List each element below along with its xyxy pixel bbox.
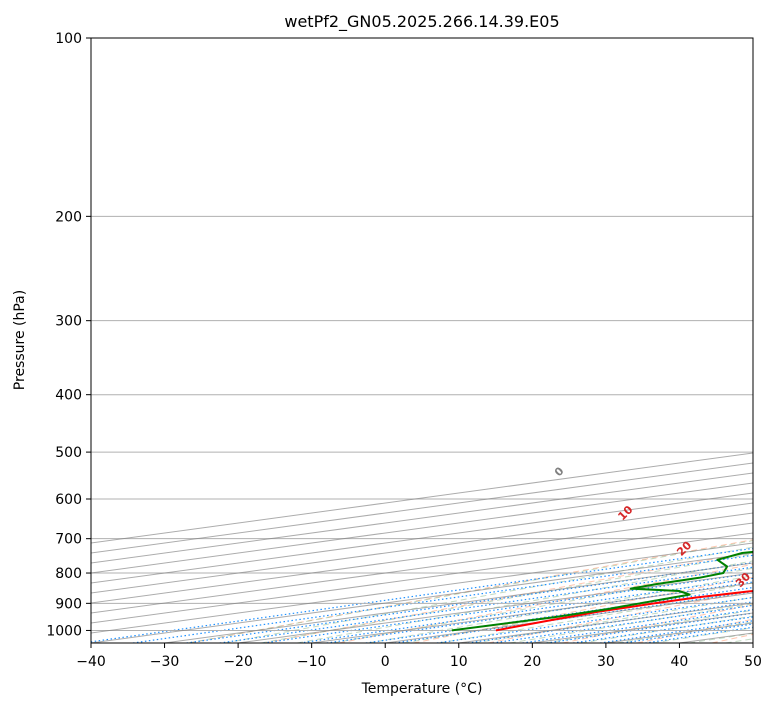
moist-adiabat-label: 10 [615, 503, 635, 523]
moist-adiabat-line [438, 589, 753, 643]
moist-adiabat-line [545, 609, 753, 643]
isotherm-line [532, 612, 753, 643]
y-tick-label: 500 [55, 445, 82, 461]
y-axis-ticks: 100 200 300 400 500 600 700 800 900 1000 [46, 31, 91, 639]
moist-adiabat-line [689, 632, 753, 643]
isotherm-line [458, 602, 753, 643]
y-axis-label: Pressure (hPa) [12, 290, 28, 390]
dry-adiabat-line [637, 618, 753, 643]
x-tick-label: 40 [671, 654, 689, 670]
plot-frame [90, 37, 754, 644]
x-axis-ticks: −40 −30 −20 −10 0 10 20 30 40 50 [76, 643, 762, 670]
isotherm-line [91, 512, 753, 604]
isotherm-line [91, 492, 753, 584]
temperature-profile-line [495, 589, 753, 632]
isotherm-line [311, 582, 753, 643]
moist-adiabat-line [368, 575, 753, 643]
y-tick-label: 900 [55, 596, 82, 612]
isotherm-line [91, 482, 753, 574]
y-tick-label: 300 [55, 314, 82, 330]
dry-adiabat-line [487, 590, 753, 643]
x-tick-label: 30 [597, 654, 615, 670]
isotherm-line [752, 642, 753, 643]
isotherm-line [91, 452, 753, 544]
isotherm-line [91, 522, 753, 614]
x-tick-label: −40 [76, 654, 106, 670]
dry-adiabat-line [264, 551, 753, 643]
moist-adiabat-line [652, 627, 753, 643]
moist-adiabat-line [224, 546, 753, 643]
mixing-ratio-line [91, 547, 753, 643]
moist-adiabat-line [403, 582, 753, 643]
background-reference-lines [91, 38, 753, 643]
x-tick-label: −20 [223, 654, 253, 670]
y-tick-label: 1000 [46, 623, 82, 639]
isotherm-line [91, 472, 753, 564]
isotherm-line [91, 532, 753, 624]
x-tick-label: 10 [450, 654, 468, 670]
y-tick-label: 700 [55, 532, 82, 548]
isotherm-line [91, 542, 753, 634]
moist-adiabat-label: 0 [552, 464, 567, 479]
isotherm-line [91, 502, 753, 594]
x-tick-label: −30 [150, 654, 180, 670]
x-tick-label: −10 [297, 654, 327, 670]
mixing-ratio-line [436, 596, 753, 643]
x-tick-label: 0 [381, 654, 390, 670]
moist-adiabat-line [509, 603, 753, 643]
mixing-ratio-line [219, 566, 753, 643]
y-tick-label: 400 [55, 388, 82, 404]
y-tick-label: 600 [55, 492, 82, 508]
x-axis-label: Temperature (°C) [361, 681, 483, 697]
y-tick-label: 200 [55, 209, 82, 225]
isotherm-line [91, 552, 753, 643]
y-tick-label: 100 [55, 31, 82, 47]
chart-title: wetPf2_GN05.2025.266.14.39.E05 [284, 12, 559, 32]
isotherm-line [679, 632, 753, 643]
y-tick-label: 800 [55, 566, 82, 582]
moist-adiabat-line [260, 553, 753, 643]
isotherm-line [385, 592, 753, 643]
x-tick-label: 50 [744, 654, 762, 670]
moist-adiabat-line [332, 567, 753, 643]
x-tick-label: 20 [523, 654, 541, 670]
isotherm-line [91, 462, 753, 554]
sounding-profiles [451, 550, 753, 632]
dewpoint-profile-line [451, 550, 753, 632]
moist-adiabat-line [188, 540, 753, 643]
dry-adiabat-line [338, 563, 753, 643]
